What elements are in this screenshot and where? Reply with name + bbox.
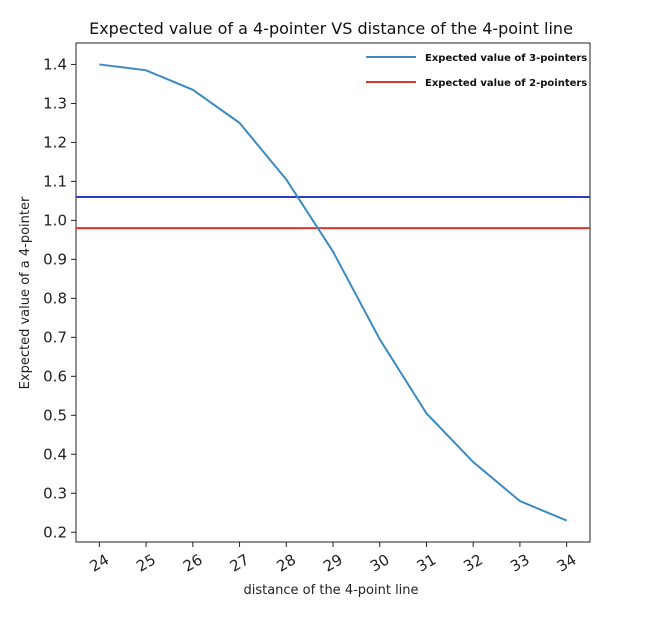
y-tick-label: 1.1 <box>43 172 67 190</box>
plot-area-frame <box>75 42 591 543</box>
y-tick-label: 0.4 <box>43 445 67 463</box>
legend: Expected value of 3-pointers Expected val… <box>366 53 587 89</box>
y-tick-label: 0.7 <box>43 328 67 346</box>
y-tick-label: 0.3 <box>43 484 67 502</box>
x-tick-label: 31 <box>414 550 440 575</box>
y-tick-label: 1.3 <box>43 94 67 112</box>
y-axis: 0.2 0.3 0.4 0.5 0.6 0.7 0.8 0.9 1.0 1.1 1.2 1.3 1.4 <box>43 55 76 541</box>
y-axis-label: Expected value of a 4-pointer <box>18 196 33 389</box>
chart-title: Expected value of a 4-pointer VS distanc… <box>89 19 573 38</box>
y-tick-label: 0.8 <box>43 289 67 307</box>
legend-label: Expected value of 3-pointers <box>425 53 587 64</box>
y-tick-label: 0.2 <box>43 523 67 541</box>
x-axis: 24 25 26 27 28 29 30 31 32 33 34 <box>87 542 580 576</box>
x-tick-label: 24 <box>87 550 113 575</box>
x-tick-label: 33 <box>507 550 533 575</box>
reference-lines <box>76 195 590 230</box>
four-pointer-expected-value-line <box>99 63 568 522</box>
legend-label: Expected value of 2-pointers <box>425 78 587 89</box>
x-tick-label: 29 <box>320 550 346 575</box>
x-tick-label: 30 <box>367 550 393 575</box>
x-tick-label: 26 <box>180 550 206 575</box>
y-tick-label: 1.2 <box>43 133 67 151</box>
y-tick-label: 0.5 <box>43 406 67 424</box>
x-tick-label: 28 <box>274 550 300 575</box>
y-tick-label: 0.6 <box>43 367 67 385</box>
y-tick-label: 0.9 <box>43 250 67 268</box>
series-lines <box>99 63 568 522</box>
x-tick-label: 25 <box>133 550 159 575</box>
x-axis-label: distance of the 4-point line <box>243 583 418 598</box>
x-tick-label: 32 <box>460 550 486 575</box>
y-tick-label: 1.4 <box>43 55 67 73</box>
x-tick-label: 27 <box>227 550 253 575</box>
x-tick-label: 34 <box>554 550 580 575</box>
y-tick-label: 1.0 <box>43 211 67 229</box>
